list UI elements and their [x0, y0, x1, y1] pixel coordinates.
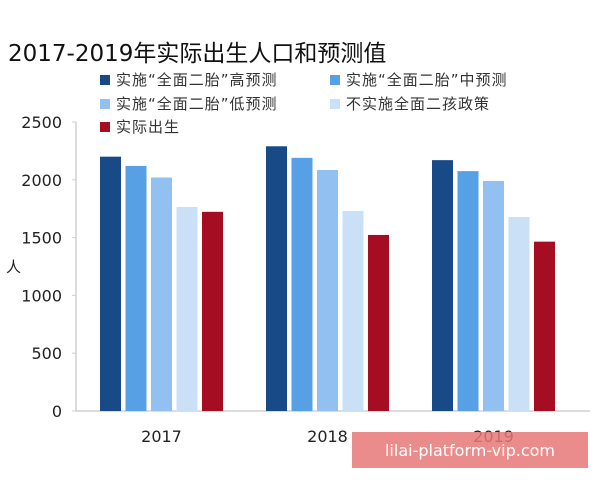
legend-item-high: 实施“全面二胎”高预测	[100, 69, 278, 90]
legend-item-actual: 实际出生	[100, 116, 180, 137]
bar-2017-series-0	[100, 156, 121, 411]
y-tick-label: 2000	[21, 171, 62, 190]
bar-2018-series-3	[342, 211, 364, 411]
chart-title: 2017-2019年实际出生人口和预测值	[8, 41, 387, 67]
legend-label: 实施“全面二胎”低预测	[116, 95, 278, 113]
legend-item-low: 实施“全面二胎”低预测	[100, 93, 278, 114]
bar-2018-series-4	[368, 234, 389, 411]
x-tick-label: 2018	[307, 427, 348, 446]
bar-2018-series-0	[266, 146, 287, 411]
bar-2017-series-3	[176, 206, 198, 411]
bar-2018-series-2	[317, 169, 338, 411]
bar-2019-series-4	[534, 241, 555, 411]
y-axis-label: 人	[6, 258, 22, 276]
y-tick-label: 2500	[21, 113, 62, 132]
bar-2018-series-1	[291, 157, 313, 411]
bar-2017-series-2	[151, 177, 172, 411]
y-tick-label: 1500	[21, 229, 62, 248]
legend-label: 不实施全面二孩政策	[346, 95, 491, 113]
legend-label: 实施“全面二胎”中预测	[346, 71, 508, 89]
legend-label: 实施“全面二胎”高预测	[116, 71, 278, 89]
bar-2017-series-1	[125, 165, 147, 411]
legend-item-no-policy: 不实施全面二孩政策	[330, 93, 490, 114]
legend-swatch	[330, 74, 340, 85]
y-tick-label: 1000	[21, 286, 62, 305]
bar-2019-series-3	[508, 217, 530, 411]
y-tick-label: 0	[52, 402, 62, 421]
y-tick-label: 500	[31, 344, 62, 363]
legend-label: 实际出生	[116, 118, 181, 136]
watermark: lilai-platform-vip.com	[352, 432, 588, 468]
x-tick-label: 2017	[141, 427, 182, 446]
bar-2019-series-2	[483, 180, 504, 411]
bar-2019-series-0	[432, 160, 453, 411]
bar-2017-series-4	[202, 211, 223, 411]
legend-swatch	[100, 74, 110, 85]
legend-swatch	[100, 98, 110, 109]
legend-swatch	[330, 98, 340, 109]
legend-item-mid: 实施“全面二胎”中预测	[330, 69, 508, 90]
legend-swatch	[100, 121, 110, 132]
bar-2019-series-1	[457, 171, 479, 411]
